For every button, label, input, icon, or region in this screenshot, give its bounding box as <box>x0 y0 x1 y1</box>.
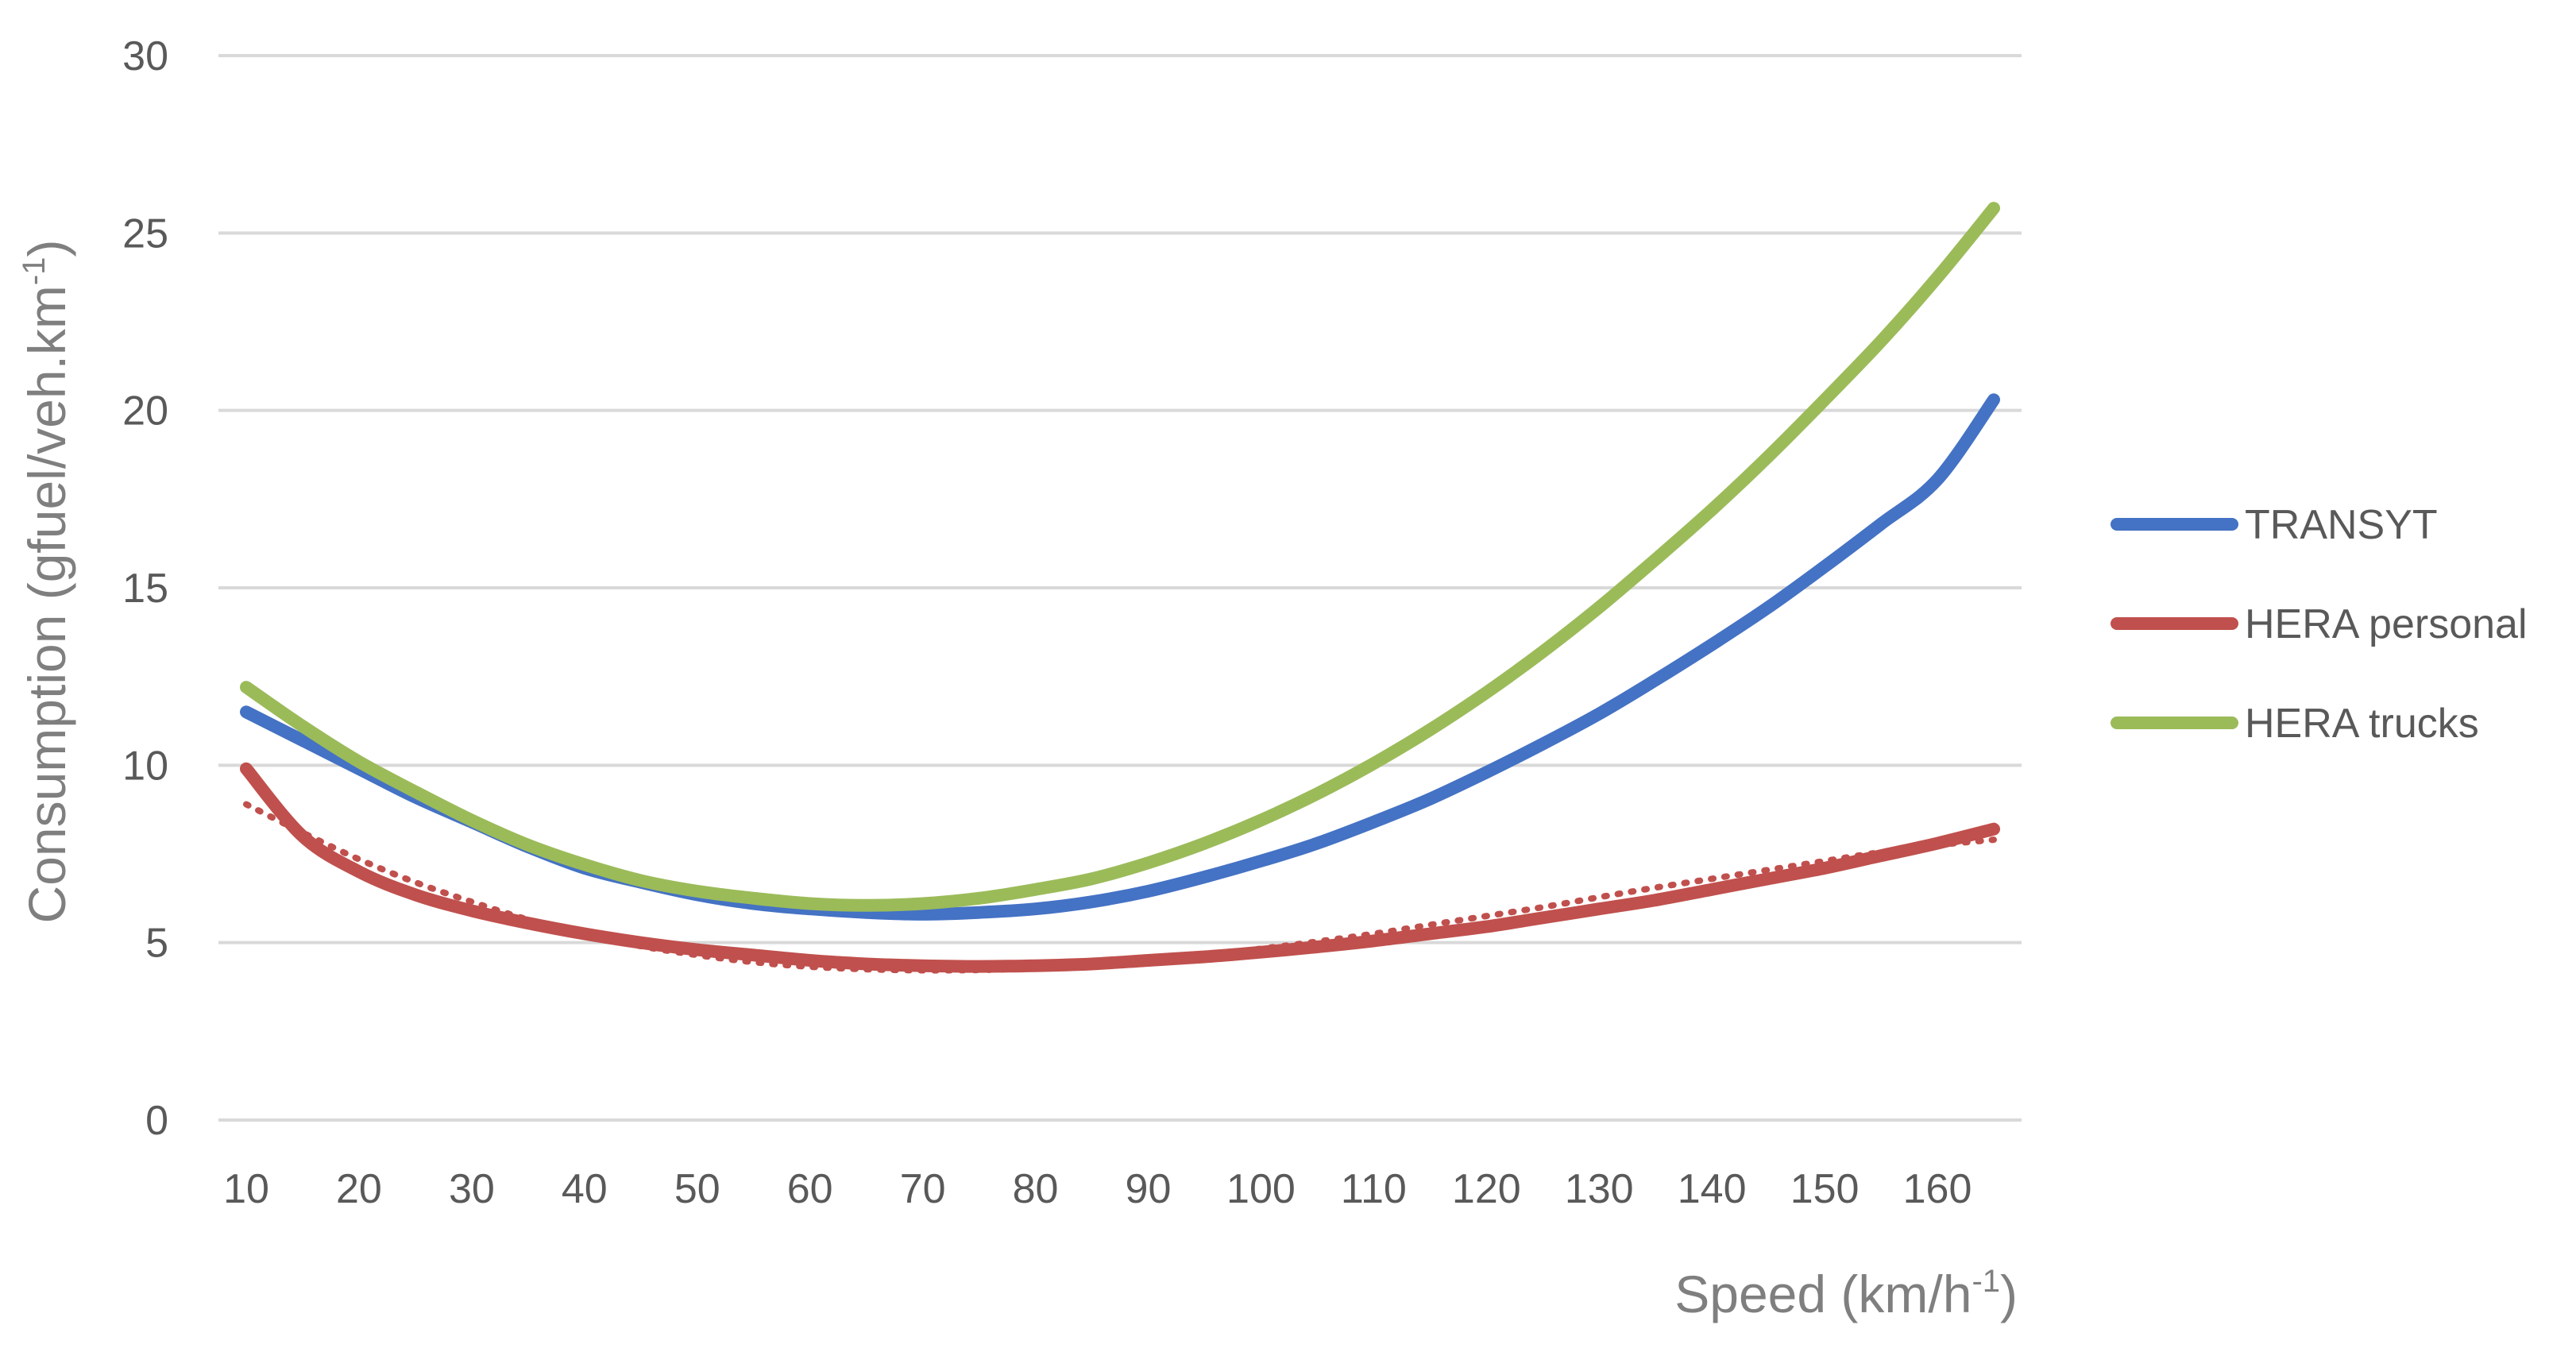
series-line-hera-trucks <box>240 202 2000 912</box>
legend-label-hera-trucks: HERA trucks <box>2245 701 2479 747</box>
y-tick-label: 5 <box>145 921 168 967</box>
x-tick-label: 120 <box>1452 1166 1521 1212</box>
y-tick-label: 10 <box>122 743 168 789</box>
y-axis-ticks: 0 5 10 15 20 25 30 <box>122 33 168 1144</box>
y-axis-title: Consumption (gfuel/veh.km-1) <box>17 240 76 924</box>
x-tick-label: 20 <box>336 1166 382 1212</box>
x-tick-label: 10 <box>223 1166 269 1212</box>
x-tick-label: 150 <box>1790 1166 1860 1212</box>
y-tick-label: 15 <box>122 566 168 612</box>
x-tick-label: 50 <box>674 1166 720 1212</box>
x-tick-label: 40 <box>562 1166 608 1212</box>
x-tick-label: 30 <box>449 1166 495 1212</box>
x-tick-label: 110 <box>1341 1166 1407 1212</box>
x-tick-label: 140 <box>1678 1166 1747 1212</box>
x-tick-label: 60 <box>787 1166 833 1212</box>
x-tick-label: 70 <box>900 1166 946 1212</box>
legend: TRANSYT HERA personal HERA trucks <box>2111 502 2528 747</box>
x-tick-label: 80 <box>1013 1166 1059 1212</box>
gridlines <box>218 54 2022 1122</box>
x-tick-label: 130 <box>1565 1166 1634 1212</box>
x-axis-title: Speed (km/h-1) <box>1674 1264 2018 1323</box>
y-tick-label: 0 <box>145 1098 168 1144</box>
series-line-hera-personal <box>240 762 2000 973</box>
y-tick-label: 30 <box>122 33 168 79</box>
y-tick-label: 25 <box>122 211 168 257</box>
x-axis-ticks: 10 20 30 40 50 60 70 80 90 100 110 120 130 140 150 160 <box>223 1166 1972 1212</box>
x-tick-label: 100 <box>1226 1166 1296 1212</box>
x-tick-label: 90 <box>1126 1166 1172 1212</box>
y-tick-label: 20 <box>122 388 168 435</box>
legend-label-transyt: TRANSYT <box>2245 502 2438 548</box>
series-lines <box>240 202 2000 973</box>
x-tick-label: 160 <box>1903 1166 1972 1212</box>
legend-label-hera-personal: HERA personal <box>2245 601 2528 647</box>
